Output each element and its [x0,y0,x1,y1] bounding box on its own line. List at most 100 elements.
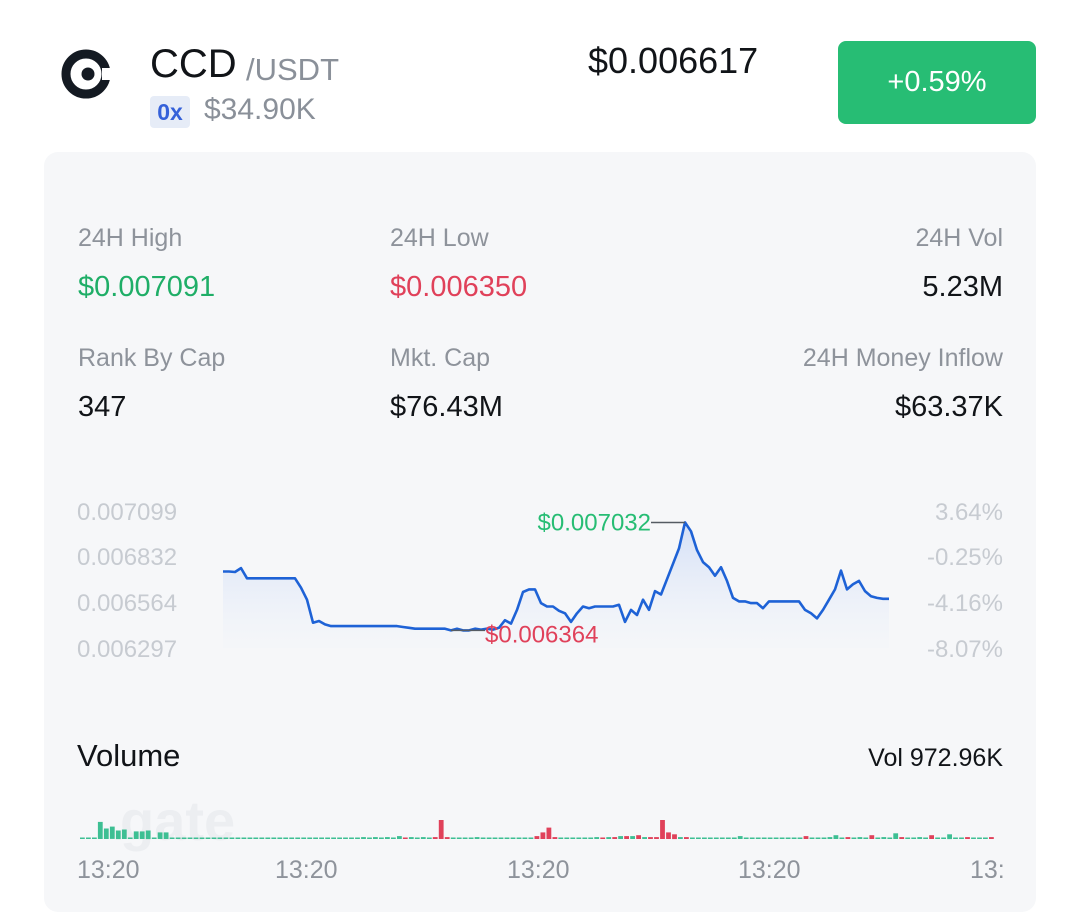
volume-bar [534,836,540,839]
volume-bar [397,836,402,839]
volume-bar [666,832,671,839]
volume-bar [271,837,277,839]
stat-value-24h-low: $0.006350 [390,271,528,303]
volume-bar [289,837,295,839]
volume-bar [911,837,917,839]
volume-bar [361,837,366,839]
price-change-button[interactable]: +0.59% [838,41,1036,124]
volume-bar [420,837,426,839]
stat-label-mkt-cap: Mkt. Cap [390,344,491,372]
volume-bar [402,837,408,839]
volume-bar [773,837,779,839]
volume-bar [235,837,241,839]
stat-label-24h-low: 24H Low [390,224,489,252]
volume-bar [917,837,923,839]
volume-bar [923,837,928,839]
volume-bar [707,837,713,839]
volume-bar [749,837,755,839]
volume-bar [253,837,259,839]
volume-bar [779,837,785,839]
volume-bar [444,837,450,839]
stat-value-rank: 347 [78,391,127,423]
volume-bar [522,837,528,839]
time-tick: 13: [970,856,1005,884]
volume-bar [893,833,899,839]
market-stats-card [44,152,1036,912]
volume-bar [103,828,109,839]
volume-bar [241,837,247,839]
volume-bar [217,837,223,839]
volume-bar [731,837,737,839]
volume-bar [343,837,348,839]
volume-bar [181,837,187,839]
volume-bar [385,837,390,839]
volume-bar [337,837,342,839]
volume-bar [193,837,199,839]
stat-value-mkt-cap: $76.43M [390,391,503,423]
volume-bar [133,831,139,839]
volume-bar [815,837,821,839]
volume-bar [229,837,235,839]
volume-bar [247,837,253,839]
volume-bar [391,837,396,839]
volume-bar [588,837,594,839]
volume-bar [151,837,157,839]
time-tick: 13:20 [507,856,570,884]
volume-bar [468,837,474,839]
volume-bar [480,837,486,839]
volume-bar [642,837,647,839]
volume-bar [313,837,318,839]
y-tick-right: 3.64% [934,499,1003,526]
volume-bar [211,837,217,839]
volume-bar [373,837,378,839]
y-tick-right: -0.25% [926,544,1003,571]
stat-label-24h-vol: 24H Vol [915,224,1003,252]
volume-bar [761,837,767,839]
volume-bar [283,837,289,839]
stat-label-24h-high: 24H High [78,224,183,252]
y-tick-left: 0.007099 [77,499,178,526]
volume-bar [456,837,462,839]
time-tick: 13:20 [738,856,801,884]
volume-bar [935,837,940,839]
volume-bar [426,837,432,839]
volume-bar [307,837,313,839]
volume-bar [953,837,958,839]
volume-bar [540,832,546,839]
volume-bar [139,831,145,839]
volume-bar [743,837,749,839]
volume-bar [414,837,420,839]
volume-bar [977,837,982,839]
volume-bar [127,837,133,839]
volume-bar [546,827,552,839]
volume-bar [582,837,588,839]
volume-bar [199,837,205,839]
volume-bar [223,837,229,839]
volume-bar [175,837,181,839]
volume-bar [115,830,121,840]
volume-bar [959,837,964,839]
volume-bar [845,837,851,839]
volume-bar [648,837,653,839]
volume-bar [624,836,629,839]
price-area-fill [223,522,889,648]
volume-bar [349,837,354,839]
volume-bar [737,836,743,839]
time-tick: 13:20 [77,856,140,884]
volume-bar [941,837,946,839]
volume-bar [600,837,606,839]
volume-bar [450,837,456,839]
volume-bar [869,835,875,839]
volume-bar [157,832,163,839]
y-tick-left: 0.006297 [77,636,178,663]
volume-bar [857,837,863,839]
volume-bar [821,837,827,839]
volume-bar [205,837,211,839]
chain-badge: 0x [150,96,190,128]
stat-value-money-inflow: $63.37K [894,391,1003,423]
volume-bar [654,837,659,839]
volume-bar [462,837,468,839]
volume-bar [408,837,414,839]
watermark-logo: gate [120,789,235,852]
